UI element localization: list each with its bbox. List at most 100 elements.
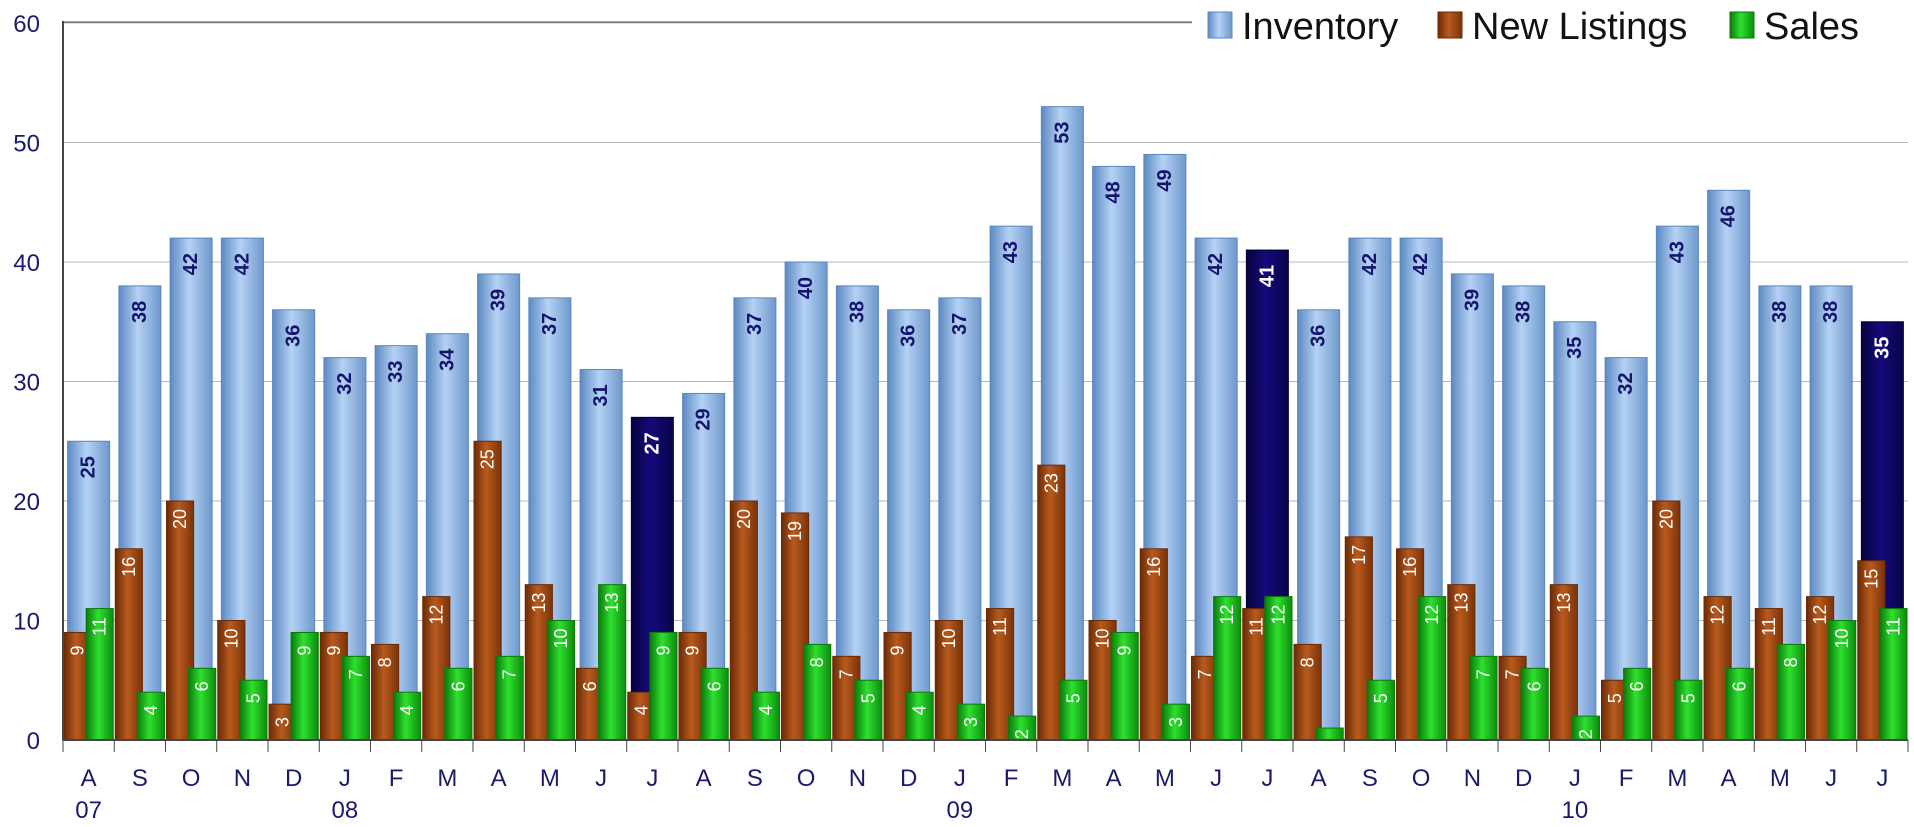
legend-label-inventory: Inventory (1242, 6, 1398, 48)
sales-value-label: 10 (1832, 628, 1852, 648)
sales-value-label: 5 (243, 693, 263, 703)
sales-bar (444, 667, 473, 741)
inventory-value-label: 46 (1718, 205, 1740, 227)
inventory-value-label: 36 (898, 325, 920, 347)
x-tick-label: A (1311, 765, 1327, 792)
new-listings-value-label: 7 (1503, 669, 1523, 679)
inventory-value-label: 36 (283, 325, 305, 347)
category-group: 25 911 (63, 440, 114, 741)
new-listings-value-label: 25 (478, 449, 498, 469)
sales-bar (956, 703, 986, 741)
sales-bar (803, 643, 832, 741)
y-tick-label: 10 (13, 609, 40, 636)
sales-value-label: 4 (397, 705, 417, 715)
x-tick-label: S (132, 765, 148, 792)
inventory-value-label: 41 (1256, 265, 1278, 287)
x-tick-label: O (1412, 765, 1431, 792)
sales-bar (290, 631, 319, 741)
y-tick-label: 40 (13, 250, 40, 277)
inventory-value-label: 53 (1051, 122, 1073, 144)
sales-value-label: 5 (1371, 693, 1391, 703)
category-group: 49 16 3 (1139, 153, 1191, 741)
category-group: 38 7 5 (832, 285, 883, 741)
category-group: 42 17 5 (1344, 237, 1396, 741)
sales-bar (751, 691, 781, 741)
category-group: 31 6 13 (576, 369, 627, 741)
sales-bar (1110, 631, 1139, 741)
sales-value-label: 12 (1268, 605, 1288, 625)
sales-bar (1161, 703, 1191, 741)
sales-value-label: 9 (653, 645, 673, 655)
sales-value-label: 4 (141, 705, 161, 715)
new-listings-value-label: 8 (375, 657, 395, 667)
x-tick-label: J (646, 765, 658, 792)
inventory-value-label: 43 (1666, 241, 1688, 263)
category-group: 46 12 6 (1703, 189, 1754, 741)
new-listings-value-label: 12 (1708, 605, 1728, 625)
sales-value-label: 5 (1678, 693, 1698, 703)
sales-bar (239, 679, 268, 741)
sales-value-label: 4 (756, 705, 776, 715)
category-group: 37 10 3 (934, 297, 986, 741)
sales-bar (341, 655, 370, 741)
sales-bar (1059, 679, 1088, 741)
new-listings-value-label: 7 (1195, 669, 1215, 679)
new-listings-value-label: 12 (1810, 605, 1830, 625)
category-group: 42 7 12 (1191, 237, 1242, 741)
inventory-value-label: 33 (385, 361, 407, 383)
category-group: 34 12 6 (422, 333, 473, 741)
category-group: 38 11 8 (1754, 285, 1806, 741)
x-tick-label: J (1261, 765, 1273, 792)
sales-value-label: 7 (346, 669, 366, 679)
legend-label-sales: Sales (1764, 6, 1859, 48)
category-group: 35 13 2 (1549, 321, 1601, 741)
category-group: 33 8 4 (371, 345, 422, 741)
new-listings-value-label: 5 (1605, 693, 1625, 703)
sales-bar (854, 679, 883, 741)
x-tick-label: O (182, 765, 201, 792)
x-tick-label: O (797, 765, 816, 792)
x-tick-label: J (1210, 765, 1222, 792)
sales-bar (136, 691, 165, 741)
inventory-value-label: 38 (129, 301, 151, 323)
x-tick-label: M (1667, 765, 1687, 792)
inventory-value-label: 38 (846, 301, 868, 323)
x-tick-label: A (81, 765, 97, 792)
sales-value-label: 7 (1473, 669, 1493, 679)
sales-value-label: 3 (961, 717, 981, 727)
year-label: 09 (947, 797, 974, 822)
sales-bar (85, 608, 114, 741)
inventory-value-label: 40 (795, 277, 817, 299)
category-group: 36 9 4 (883, 309, 934, 741)
inventory-value-label: 42 (1205, 253, 1227, 275)
sales-value-label: 10 (551, 628, 571, 648)
legend-swatch-inventory (1207, 11, 1233, 39)
x-tick-label: N (1464, 765, 1481, 792)
x-tick-label: J (1569, 765, 1581, 792)
x-tick-label: A (491, 765, 507, 792)
inventory-value-label: 25 (78, 456, 100, 478)
inventory-value-label: 36 (1308, 325, 1330, 347)
axes: 0 10 20 30 40 50 60 A S O N D J F M A M J J A S O N D J F M A M J J A S O… (13, 11, 1909, 824)
category-group: 29 9 6 (678, 392, 729, 741)
sales-value-label: 5 (858, 693, 878, 703)
new-listings-value-label: 9 (324, 645, 344, 655)
new-listings-bar (1293, 643, 1322, 741)
x-tick-label: S (747, 765, 763, 792)
year-label: 10 (1562, 797, 1589, 822)
category-group: 32 9 7 (319, 357, 370, 741)
new-listings-value-label: 20 (170, 509, 190, 529)
category-group: 36 8 1 (1293, 309, 1344, 751)
sales-bar (1520, 667, 1549, 741)
x-tick-label: N (849, 765, 866, 792)
inventory-value-label: 38 (1769, 301, 1791, 323)
new-listings-value-label: 11 (1759, 617, 1779, 636)
category-group: 53 23 5 (1037, 106, 1088, 741)
new-listings-value-label: 16 (119, 557, 139, 577)
inventory-value-label: 42 (180, 253, 202, 275)
x-tick-label: D (1515, 765, 1532, 792)
new-listings-value-label: 15 (1861, 569, 1881, 589)
category-group: 27 4 9 (627, 416, 678, 741)
